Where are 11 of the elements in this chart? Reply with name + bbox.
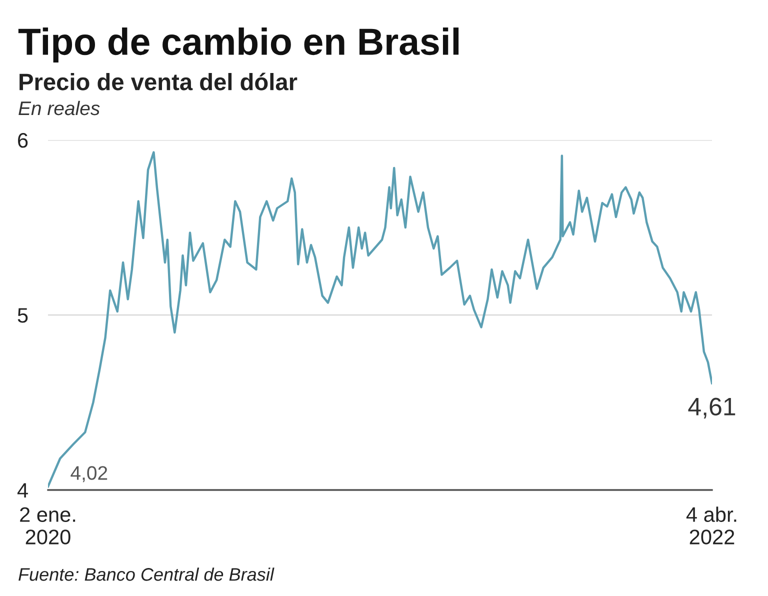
y-axis-title: En reales bbox=[18, 100, 100, 116]
source-note: Fuente: Banco Central de Brasil bbox=[18, 568, 274, 581]
annotation: 4,61 bbox=[688, 398, 736, 418]
annotation: 4,02 bbox=[70, 466, 108, 482]
chart-subtitle: Precio de venta del dólar bbox=[20, 72, 298, 90]
x-tick-label: 2 ene. 2020 bbox=[20, 507, 76, 544]
x-tick-label: 4 abr. 2022 bbox=[686, 506, 736, 544]
y-tick-label: 4 bbox=[17, 483, 28, 498]
chart-title: Tipo de cambio en Brasil bbox=[18, 28, 459, 62]
y-tick-label: 6 bbox=[18, 133, 28, 148]
y-tick-label: 5 bbox=[18, 308, 28, 323]
